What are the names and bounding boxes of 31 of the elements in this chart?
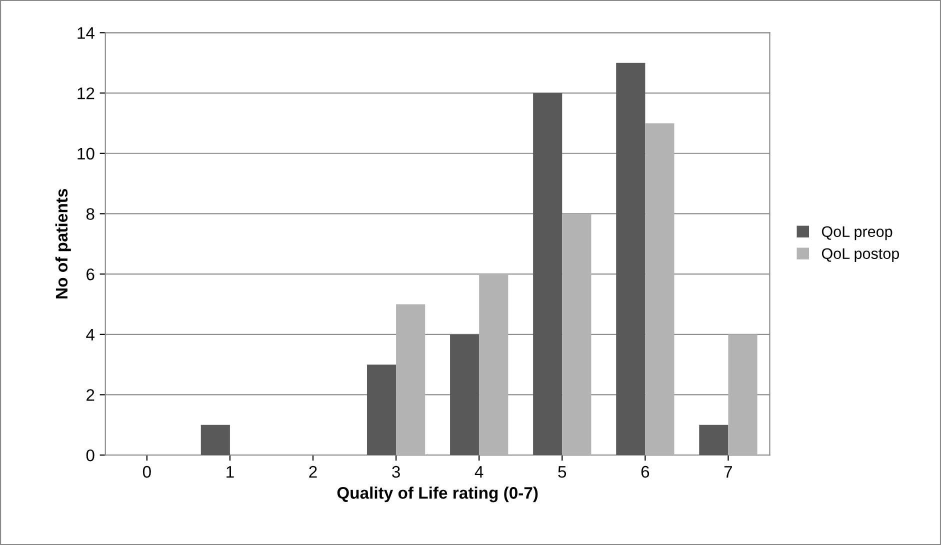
bar [728,334,758,456]
x-tick-label: 2 [309,466,317,478]
bar [479,274,508,456]
y-tick-label: 6 [86,268,94,280]
x-tick-label: 4 [474,466,484,478]
y-axis-title: No of patients [55,189,71,298]
x-tick-label: 1 [226,466,234,478]
bar [366,364,396,456]
bar [396,304,426,456]
legend-label: QoL preop [822,226,892,240]
x-tick-label: 3 [392,466,400,478]
y-tick-label: 14 [78,27,94,39]
x-tick-label: 6 [641,466,650,478]
x-axis-title: Quality of Life rating (0-7) [337,486,538,502]
y-tick-label: 0 [86,449,94,462]
y-tick-label: 12 [78,87,94,100]
y-tick-label: 8 [86,208,94,220]
x-tick-label: 0 [142,466,151,478]
bar [699,424,728,456]
y-tick-label: 2 [86,389,94,401]
bar [533,93,562,456]
legend-label: QoL postop [822,248,899,262]
bar [450,334,480,456]
bar [200,424,230,456]
x-tick-label: 5 [558,466,566,478]
y-tick-label: 10 [78,148,94,160]
bar [562,214,592,456]
bar [645,123,674,456]
bar [616,62,646,456]
y-tick-label: 4 [86,328,94,340]
x-tick-label: 7 [724,466,732,478]
